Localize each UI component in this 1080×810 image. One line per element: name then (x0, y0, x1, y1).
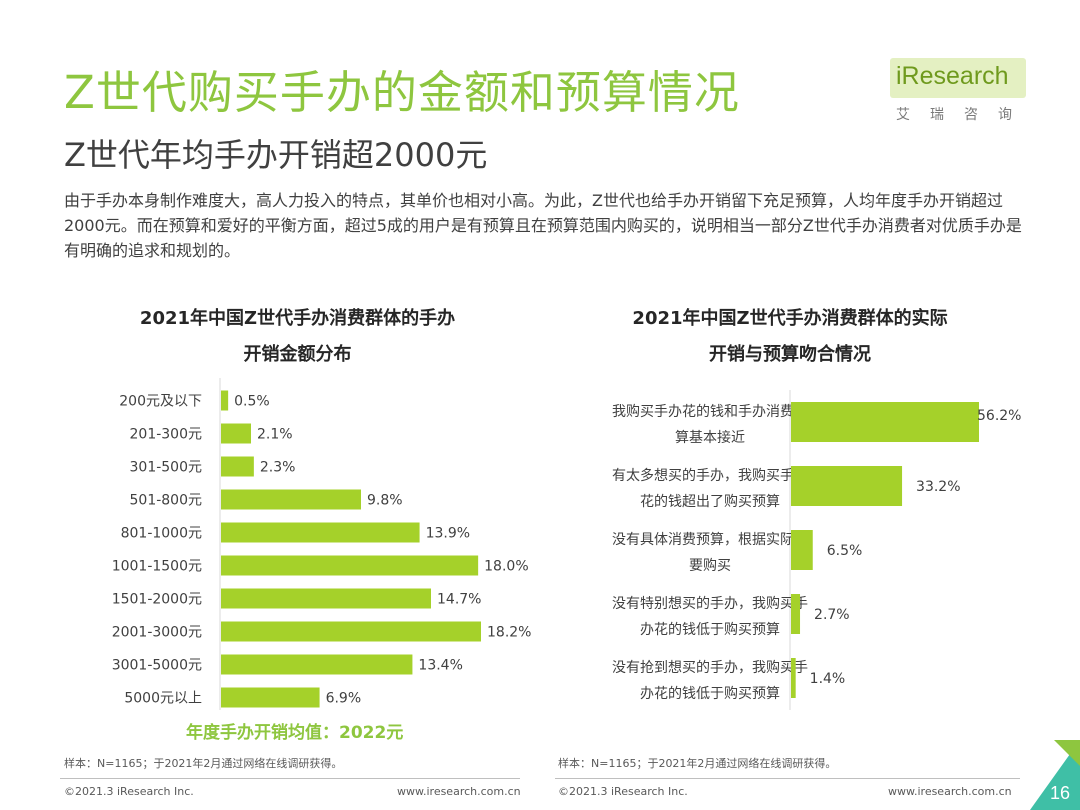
left-chart-title: 2021年中国Z世代手办消费群体的手办 开销金额分布 (100, 301, 495, 373)
corner-teal-triangle (1030, 740, 1080, 810)
left-sample-note: 样本：N=1165；于2021年2月通过网络在线调研获得。 (64, 757, 343, 770)
logo-wordmark-background: iResearch (890, 58, 1026, 98)
logo-chinese-name: 艾瑞咨询 (896, 107, 1032, 123)
left-chart-value-label: 18.2% (487, 625, 531, 641)
page-subtitle: Z世代年均手办开销超2000元 (64, 136, 488, 174)
left-chart-category-label: 301-500元 (130, 460, 203, 476)
left-chart-bar (221, 588, 431, 609)
right-chart-category-label: 有太多想买的手办，我购买手办 (612, 467, 808, 484)
left-chart-category-label: 801-1000元 (121, 526, 202, 542)
left-chart-value-label: 6.9% (326, 691, 362, 707)
spending-distribution-chart: 200元及以下 0.5% 201-300元 2.1% 301-500元 2.3% 501-8… (112, 378, 531, 710)
right-chart-category-label: 花的钱超出了购买预算 (640, 494, 780, 510)
right-footer-divider (555, 778, 1020, 779)
average-spending-annotation: 年度手办开销均值：2022元 (186, 723, 404, 743)
left-chart-value-label: 2.1% (257, 427, 293, 443)
page-number: 16 (1049, 783, 1070, 803)
right-footer-url: www.iresearch.com.cn (888, 785, 1012, 798)
left-chart-title-line-1: 2021年中国Z世代手办消费群体的手办 (139, 308, 456, 329)
intro-paragraph: 由于手办本身制作难度大，高人力投入的特点，其单价也相对小高。为此，Z世代也给手办… (64, 191, 1022, 260)
right-chart-bar (791, 594, 801, 634)
left-chart-bar (221, 489, 361, 510)
left-chart-value-label: 0.5% (234, 394, 270, 410)
corner-green-triangle (1054, 740, 1080, 766)
right-chart-category-label: 没有特别想买的手办，我购买手 (612, 596, 808, 612)
right-chart-value-label: 2.7% (814, 607, 850, 623)
right-sample-note: 样本：N=1165；于2021年2月通过网络在线调研获得。 (558, 757, 837, 770)
right-chart-category-label: 我购买手办花的钱和手办消费预 (612, 404, 808, 420)
right-chart-category-label: 办花的钱低于购买预算 (640, 686, 780, 702)
left-footer-url: www.iresearch.com.cn (397, 785, 521, 798)
left-chart-category-label: 3001-5000元 (112, 658, 202, 674)
right-chart-value-label: 56.2% (977, 408, 1021, 424)
left-chart-title-line-2: 开销金额分布 (243, 344, 352, 365)
left-footer-divider (60, 778, 520, 779)
right-chart-category-label: 算基本接近 (675, 429, 745, 446)
left-chart-value-label: 9.8% (367, 493, 403, 509)
left-chart-bar (221, 687, 320, 708)
left-chart-bar (221, 423, 251, 444)
left-chart-category-label: 200元及以下 (119, 394, 202, 410)
left-chart-bar (221, 456, 254, 477)
right-chart-bar (791, 658, 796, 698)
right-chart-bar (791, 402, 979, 442)
right-chart-category-label: 办花的钱低于购买预算 (640, 622, 780, 638)
left-chart-category-label: 5000元以上 (124, 691, 202, 707)
right-chart-bar (791, 466, 903, 506)
right-chart-category-label: 没有抢到想买的手办，我购买手 (612, 659, 808, 676)
right-chart-title: 2021年中国Z世代手办消费群体的实际 开销与预算吻合情况 (580, 301, 1000, 373)
right-chart-title-line-1: 2021年中国Z世代手办消费群体的实际 (632, 308, 948, 329)
left-chart-category-label: 2001-3000元 (112, 625, 202, 641)
right-chart-bar (791, 530, 813, 570)
left-chart-bar (221, 555, 479, 576)
left-chart-bar (221, 654, 413, 675)
logo-wordmark: iResearch (896, 62, 1009, 90)
page-title: Z世代购买手办的金额和预算情况 (64, 66, 740, 119)
iresearch-logo: iResearch 艾瑞咨询 (890, 58, 1030, 128)
left-chart-category-label: 1501-2000元 (112, 592, 202, 608)
left-chart-value-label: 13.9% (426, 526, 470, 542)
left-chart-category-label: 501-800元 (130, 493, 203, 509)
left-chart-value-label: 13.4% (418, 658, 462, 674)
left-chart-bar (221, 621, 481, 642)
right-footer-copyright: ©2021.3 iResearch Inc. (558, 785, 688, 798)
left-chart-category-label: 201-300元 (130, 427, 203, 443)
left-chart-bar (221, 390, 229, 411)
page-corner-decoration (1030, 740, 1080, 810)
right-chart-category-label: 要购买 (689, 558, 731, 574)
left-chart-category-label: 1001-1500元 (112, 559, 202, 575)
left-chart-value-label: 14.7% (437, 592, 481, 608)
left-chart-bar (221, 522, 420, 543)
right-chart-category-label: 没有具体消费预算，根据实际需 (612, 532, 808, 548)
right-chart-title-line-2: 开销与预算吻合情况 (709, 344, 871, 365)
left-chart-value-label: 18.0% (484, 559, 528, 575)
right-chart-value-label: 6.5% (827, 543, 863, 559)
right-chart-value-label: 1.4% (810, 671, 846, 687)
left-chart-value-label: 2.3% (260, 460, 296, 476)
right-chart-value-label: 33.2% (916, 479, 960, 495)
left-footer-copyright: ©2021.3 iResearch Inc. (64, 785, 194, 798)
